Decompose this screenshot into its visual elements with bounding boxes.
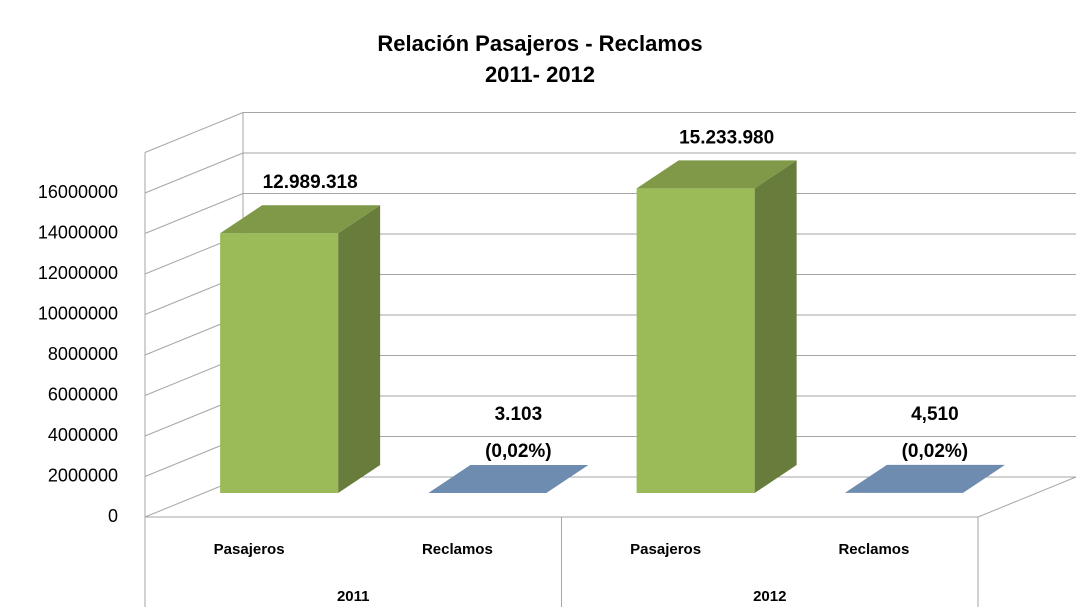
x-tick-label: Pasajeros [630, 541, 701, 558]
y-tick-label: 0 [108, 506, 118, 526]
wall-edge [144, 112, 244, 153]
grid-line [144, 152, 244, 194]
bar-side [338, 205, 381, 494]
y-tick-label: 6000000 [48, 384, 118, 404]
bar-side [962, 464, 1005, 493]
y-tick-label: 10000000 [38, 303, 118, 323]
y-tick-label: 2000000 [48, 465, 118, 485]
bar-top [428, 464, 589, 493]
y-tick-label: 14000000 [38, 222, 118, 242]
bar [220, 233, 339, 494]
bar-side [546, 464, 589, 493]
y-tick-label: 12000000 [38, 263, 118, 283]
y-tick-label: 16000000 [38, 182, 118, 202]
share-label: (0,02%) [902, 441, 969, 462]
value-label: 15.233.980 [679, 127, 774, 148]
chart-title: Relación Pasajeros - Reclamos [377, 31, 702, 56]
chart-subtitle: 2011- 2012 [485, 62, 595, 87]
value-label: 3.103 [495, 404, 543, 425]
x-tick-label: Reclamos [422, 541, 493, 558]
bar-top [844, 464, 1005, 493]
bar-top [636, 160, 797, 189]
group-label: 2012 [753, 588, 786, 605]
value-label: 4,510 [911, 404, 959, 425]
y-tick-label: 8000000 [48, 344, 118, 364]
y-tick-label: 4000000 [48, 425, 118, 445]
group-label: 2011 [337, 588, 370, 605]
x-tick-label: Pasajeros [214, 541, 285, 558]
bar [636, 188, 755, 493]
value-label: 12.989.318 [263, 172, 358, 193]
grid-line [144, 193, 244, 234]
floor-edge [977, 476, 1077, 518]
share-label: (0,02%) [485, 441, 552, 462]
x-tick-label: Reclamos [838, 541, 909, 558]
bar-top [220, 205, 381, 234]
bar-side [754, 160, 797, 493]
